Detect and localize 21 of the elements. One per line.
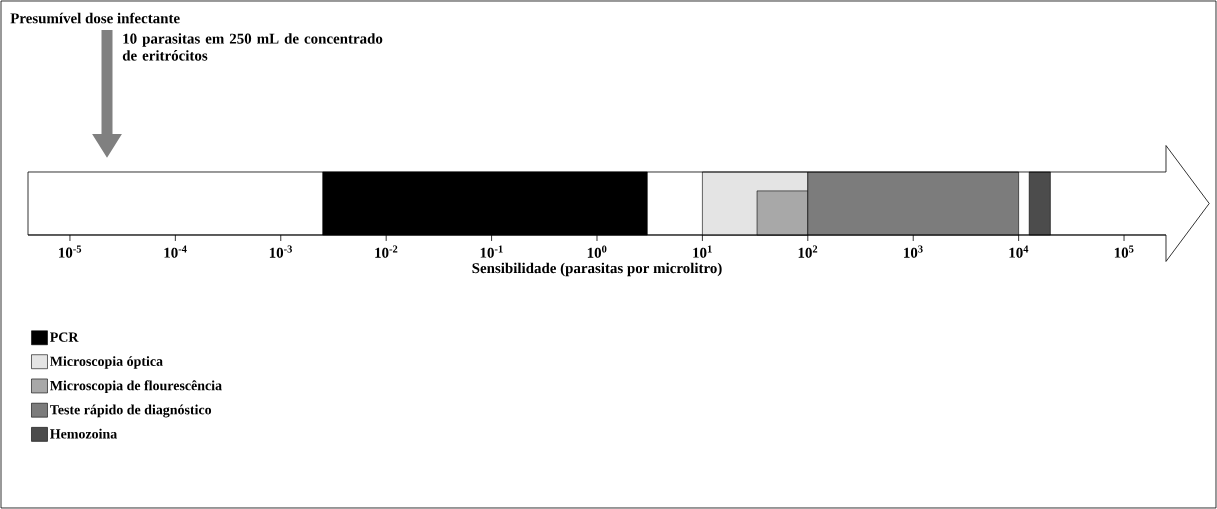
text: 10 parasitas em 250 mL de concentrado de eritrócitos — [122, 33, 383, 61]
x-tick-label: 10$^{-5}$ — [59, 245, 82, 258]
legend-label: PCR — [50, 332, 79, 342]
text: Presumível dose infectante — [10, 12, 180, 24]
x-tick-label: 10$^{1}$ — [693, 245, 712, 258]
x-tick-label: 10$^{5}$ — [1114, 245, 1134, 258]
x-tick-label: 10$^{-4}$ — [164, 245, 187, 258]
legend-label: Microscopia óptica — [50, 356, 163, 369]
legend-label: Microscopia de flourescência — [50, 380, 222, 394]
bar — [1028, 171, 1051, 236]
x-tick-label: 10$^{-2}$ — [375, 245, 398, 258]
legend-label: Hemozoina — [50, 428, 117, 439]
x-tick-label: 10$^{3}$ — [904, 245, 923, 258]
x-axis-title: Sensibilidade (parasitas por microlitro) — [472, 262, 722, 277]
x-tick-label: 10$^{2}$ — [798, 245, 818, 258]
x-tick-label: 10$^{-1}$ — [480, 245, 503, 258]
x-tick-label: 10$^{0}$ — [587, 245, 607, 258]
bar — [322, 171, 648, 236]
x-tick-label: 10$^{4}$ — [1009, 245, 1029, 258]
legend-label: Teste rápido de diagnóstico — [50, 404, 212, 418]
x-tick-label: 10$^{-3}$ — [269, 245, 292, 258]
